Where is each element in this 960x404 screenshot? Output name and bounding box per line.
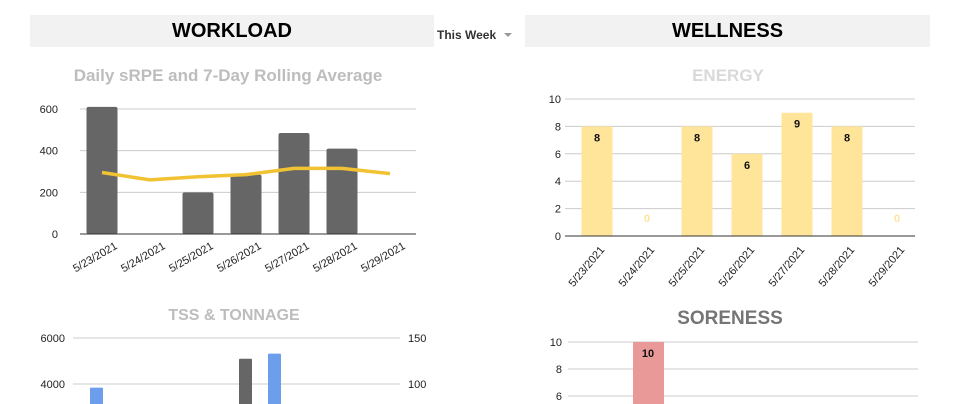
srpe-chart-title: Daily sRPE and 7-Day Rolling Average — [74, 66, 383, 85]
week-dropdown[interactable]: This Week — [437, 28, 513, 42]
x-tick-label: 5/24/2021 — [617, 244, 658, 289]
x-tick-label: 5/25/2021 — [667, 244, 708, 289]
tss-chart-title: TSS & TONNAGE — [168, 307, 300, 324]
energy-data-label: 8 — [694, 132, 700, 144]
energy-data-label: 6 — [744, 160, 750, 172]
y-tick-label: 10 — [550, 337, 562, 349]
chevron-down-icon — [504, 33, 513, 37]
x-tick-label: 5/27/2021 — [767, 244, 808, 289]
srpe-chart: Daily sRPE and 7-Day Rolling Average 0 20… — [40, 66, 416, 275]
y-tick-label: 2 — [555, 204, 561, 216]
y-tick-label: 8 — [555, 121, 561, 133]
y-left-tick-label: 4000 — [41, 379, 65, 391]
y-right-tick-label: 100 — [408, 379, 426, 391]
y-left-tick-label: 6000 — [41, 333, 65, 345]
tonnage-bar — [239, 358, 252, 404]
srpe-bar — [86, 106, 118, 234]
x-tick-label: 5/23/2021 — [71, 240, 119, 275]
energy-bar — [581, 126, 613, 236]
y-tick-label: 6 — [556, 391, 562, 403]
srpe-bar — [278, 132, 310, 234]
y-tick-label: 10 — [549, 94, 561, 106]
x-tick-label: 5/28/2021 — [817, 244, 858, 289]
srpe-bar — [326, 148, 358, 234]
x-tick-label: 5/28/2021 — [311, 240, 359, 275]
soreness-chart-title: SORENESS — [677, 308, 783, 329]
srpe-bar — [182, 192, 214, 234]
x-tick-label: 5/29/2021 — [359, 240, 407, 275]
x-tick-label: 5/26/2021 — [717, 244, 758, 289]
energy-data-label: 0 — [894, 213, 900, 225]
soreness-data-label: 10 — [642, 348, 654, 360]
x-tick-label: 5/26/2021 — [215, 240, 263, 275]
energy-bar — [731, 153, 763, 236]
y-tick-label: 6 — [555, 149, 561, 161]
x-tick-label: 5/23/2021 — [567, 244, 608, 289]
tss-bar — [90, 387, 103, 404]
rolling-average-line — [101, 166, 391, 182]
energy-data-label: 9 — [794, 119, 800, 131]
soreness-bar — [633, 342, 664, 404]
y-tick-label: 600 — [40, 104, 58, 116]
x-tick-label: 5/27/2021 — [263, 240, 311, 275]
tss-tonnage-chart: TSS & TONNAGE 4000 6000 100 150 — [41, 307, 426, 404]
energy-data-label: 8 — [844, 132, 850, 144]
soreness-chart: SORENESS 6 8 10 10 — [550, 308, 918, 404]
energy-bar — [831, 126, 863, 236]
x-tick-label: 5/25/2021 — [167, 240, 215, 275]
y-tick-label: 4 — [555, 176, 561, 188]
week-dropdown-value: This Week — [437, 28, 497, 42]
y-tick-label: 0 — [555, 231, 561, 243]
y-tick-label: 200 — [40, 187, 58, 199]
y-tick-label: 0 — [52, 229, 58, 241]
energy-bar — [781, 112, 813, 236]
wellness-header: WELLNESS — [525, 15, 930, 47]
workload-header: WORKLOAD — [30, 15, 434, 47]
energy-bar — [681, 126, 713, 236]
srpe-bar — [230, 174, 262, 234]
tss-bar — [268, 353, 281, 404]
y-tick-label: 8 — [556, 364, 562, 376]
y-right-tick-label: 150 — [408, 333, 426, 345]
energy-data-label: 0 — [644, 213, 650, 225]
y-tick-label: 400 — [40, 146, 58, 158]
energy-data-label: 8 — [594, 132, 600, 144]
x-tick-label: 5/24/2021 — [119, 240, 167, 275]
x-tick-label: 5/29/2021 — [867, 244, 908, 289]
energy-chart-title: ENERGY — [692, 66, 764, 85]
